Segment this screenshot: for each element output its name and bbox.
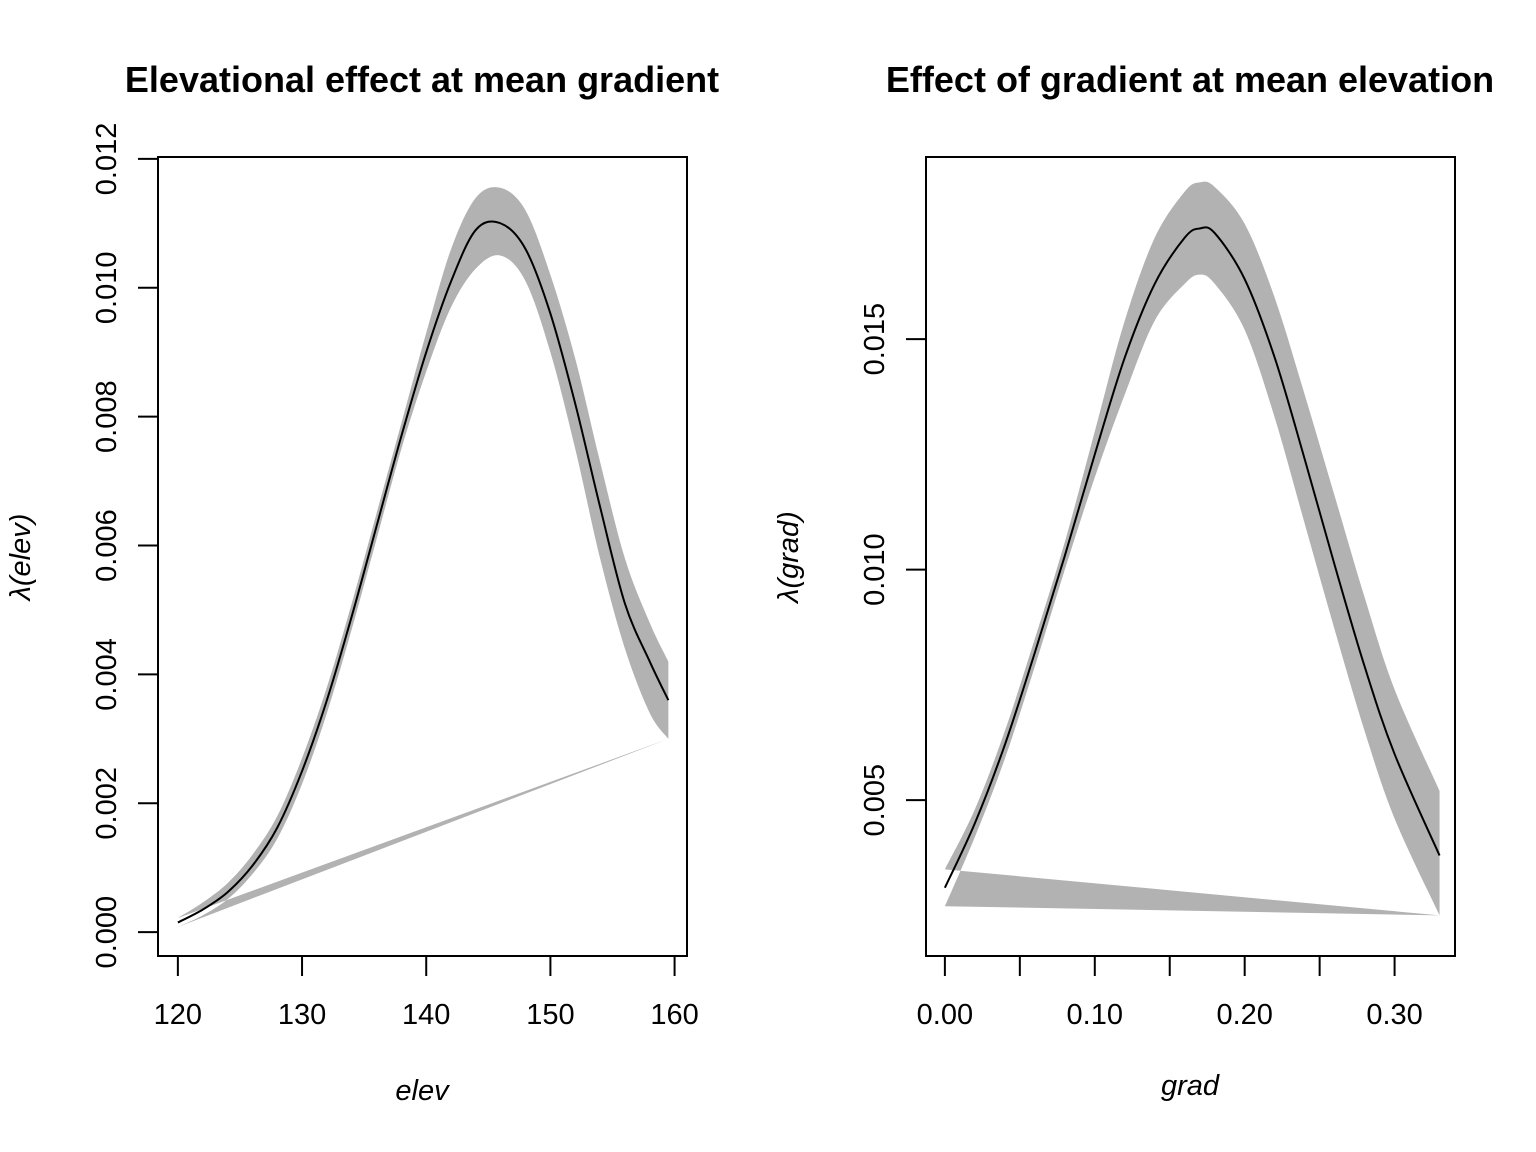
y-tick-label-grad: 0.005	[859, 764, 891, 837]
panel-1-title: Elevational effect at mean gradient	[125, 59, 719, 100]
y-axis-label-grad: λ(grad)	[773, 511, 805, 605]
y-tick-label-elev: 0.004	[91, 638, 123, 711]
panel-elevation: Elevational effect at mean gradient 120 1…	[5, 59, 719, 1107]
y-tick-label-elev: 0.000	[91, 896, 123, 969]
x-tick-label-elev: 150	[526, 999, 574, 1031]
x-tick-label-elev: 120	[154, 999, 202, 1031]
x-tick-label-elev: 130	[278, 999, 326, 1031]
y-tick-label-elev: 0.010	[91, 252, 123, 325]
x-tick-label-grad: 0.00	[917, 999, 973, 1031]
x-tick-label-elev: 160	[650, 999, 698, 1031]
y-axis-label-elev: λ(elev)	[5, 514, 37, 603]
y-tick-label-elev: 0.008	[91, 380, 123, 453]
y-tick-label-elev: 0.012	[91, 123, 123, 196]
confidence-band-grad	[944, 181, 1440, 916]
x-axis-label-grad: grad	[1161, 1070, 1220, 1102]
x-axis-grad: 0.00 0.10 0.20 0.30	[917, 955, 1423, 1031]
x-tick-label-elev: 140	[402, 999, 450, 1031]
y-axis-elev: 0.000 0.002 0.004 0.006 0.008 0.010 0.012	[91, 123, 159, 969]
y-tick-label-elev: 0.006	[91, 509, 123, 582]
fitted-line-grad	[943, 226, 1441, 889]
y-tick-label-elev: 0.002	[91, 767, 123, 840]
x-tick-label-grad: 0.30	[1366, 999, 1422, 1031]
x-axis-elev: 120 130 140 150 160	[154, 955, 699, 1031]
y-tick-label-grad: 0.015	[859, 303, 891, 376]
x-tick-label-grad: 0.10	[1067, 999, 1123, 1031]
x-tick-label-grad: 0.20	[1216, 999, 1272, 1031]
x-axis-label-elev: elev	[395, 1075, 450, 1107]
y-tick-label-grad: 0.010	[859, 533, 891, 606]
panel-gradient: Effect of gradient at mean elevation 0.0…	[773, 59, 1494, 1102]
panel-2-title: Effect of gradient at mean elevation	[886, 59, 1494, 100]
y-axis-grad: 0.005 0.010 0.015	[859, 303, 927, 837]
fitted-line-elev	[177, 220, 670, 924]
